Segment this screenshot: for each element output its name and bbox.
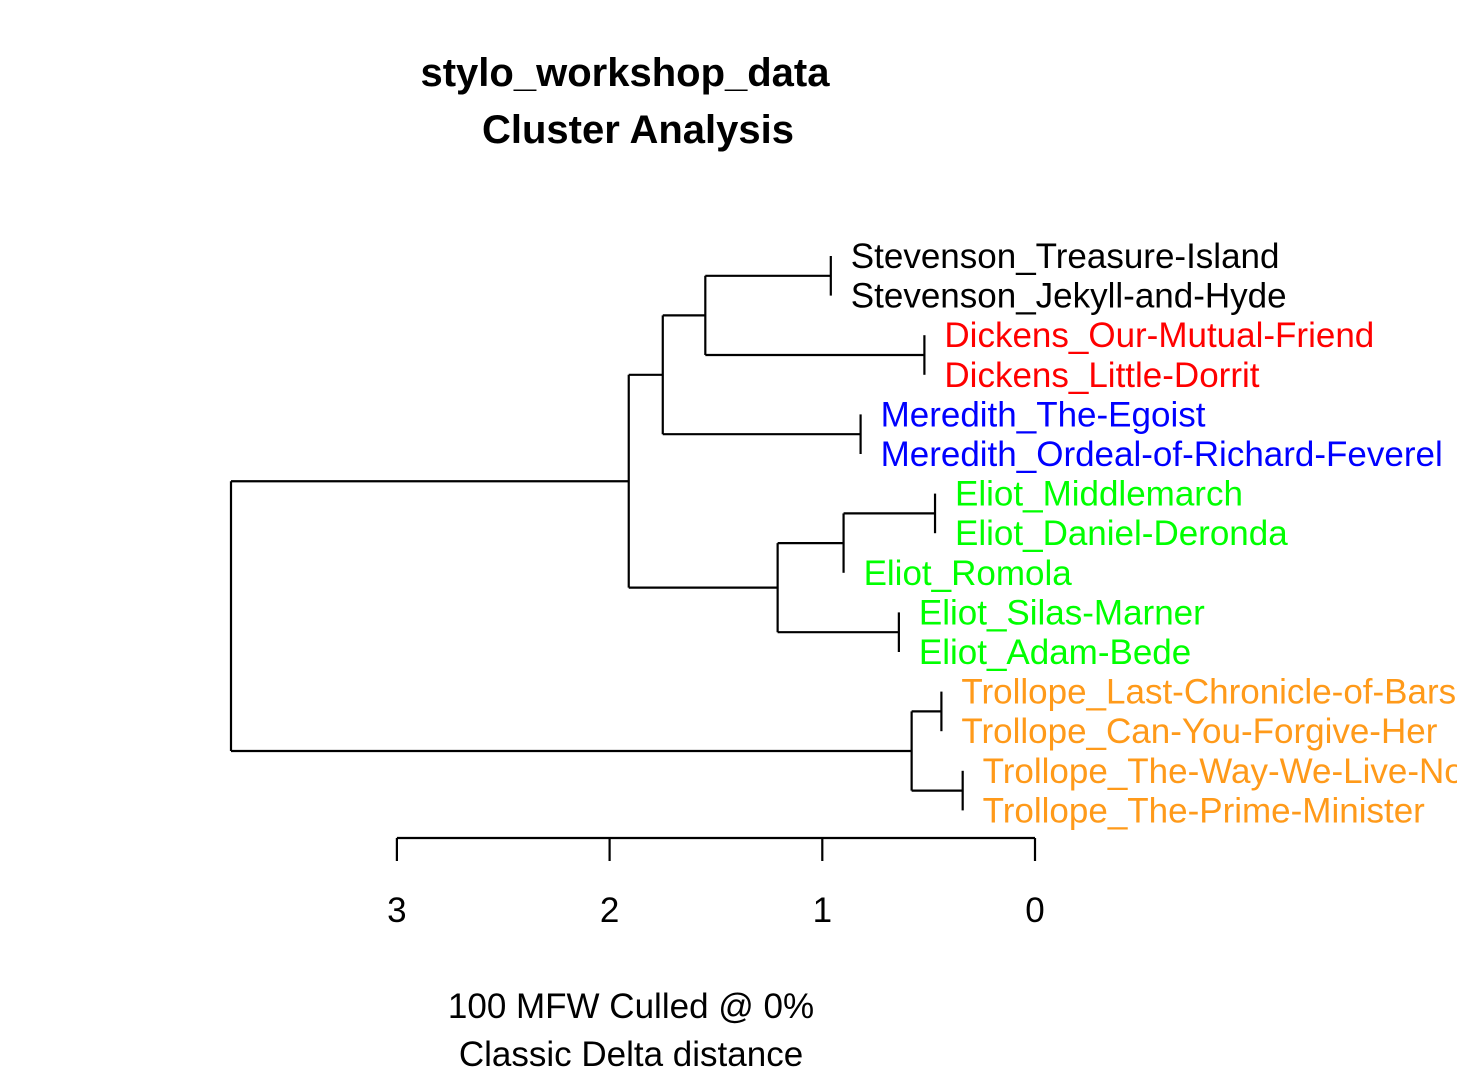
axis-tick-label: 1 <box>813 891 832 930</box>
leaf-label: Meredith_The-Egoist <box>881 395 1206 434</box>
leaf-label: Trollope_The-Prime-Minister <box>983 791 1425 830</box>
plot-subtitle-line-1: 100 MFW Culled @ 0% <box>448 987 814 1026</box>
leaf-label: Trollope_The-Way-We-Live-Now <box>983 752 1457 791</box>
plot-title-line-2: Cluster Analysis <box>482 108 794 152</box>
axis-tick-label: 0 <box>1025 891 1044 930</box>
leaf-label: Eliot_Silas-Marner <box>919 593 1205 632</box>
leaf-label: Dickens_Our-Mutual-Friend <box>944 316 1374 355</box>
leaf-label: Eliot_Middlemarch <box>955 475 1243 514</box>
leaf-label: Trollope_Last-Chronicle-of-Barset <box>961 673 1457 712</box>
leaf-label: Eliot_Daniel-Deronda <box>955 514 1288 553</box>
leaf-label: Stevenson_Treasure-Island <box>851 237 1280 276</box>
leaf-label: Meredith_Ordeal-of-Richard-Feverel <box>881 435 1443 474</box>
plot-subtitle-line-2: Classic Delta distance <box>459 1035 803 1074</box>
leaf-label: Trollope_Can-You-Forgive-Her <box>961 712 1437 751</box>
leaf-labels: Stevenson_Treasure-IslandStevenson_Jekyl… <box>851 237 1457 830</box>
leaf-label: Eliot_Adam-Bede <box>919 633 1191 672</box>
axis-tick-label: 2 <box>600 891 619 930</box>
leaf-label: Dickens_Little-Dorrit <box>944 356 1259 395</box>
dendrogram-tree <box>229 256 964 811</box>
leaf-label: Stevenson_Jekyll-and-Hyde <box>851 277 1287 316</box>
axis-tick-label: 3 <box>387 891 406 930</box>
plot-title-line-1: stylo_workshop_data <box>420 51 830 95</box>
leaf-label: Eliot_Romola <box>864 554 1073 593</box>
distance-axis: 3 2 1 0 <box>387 836 1045 930</box>
